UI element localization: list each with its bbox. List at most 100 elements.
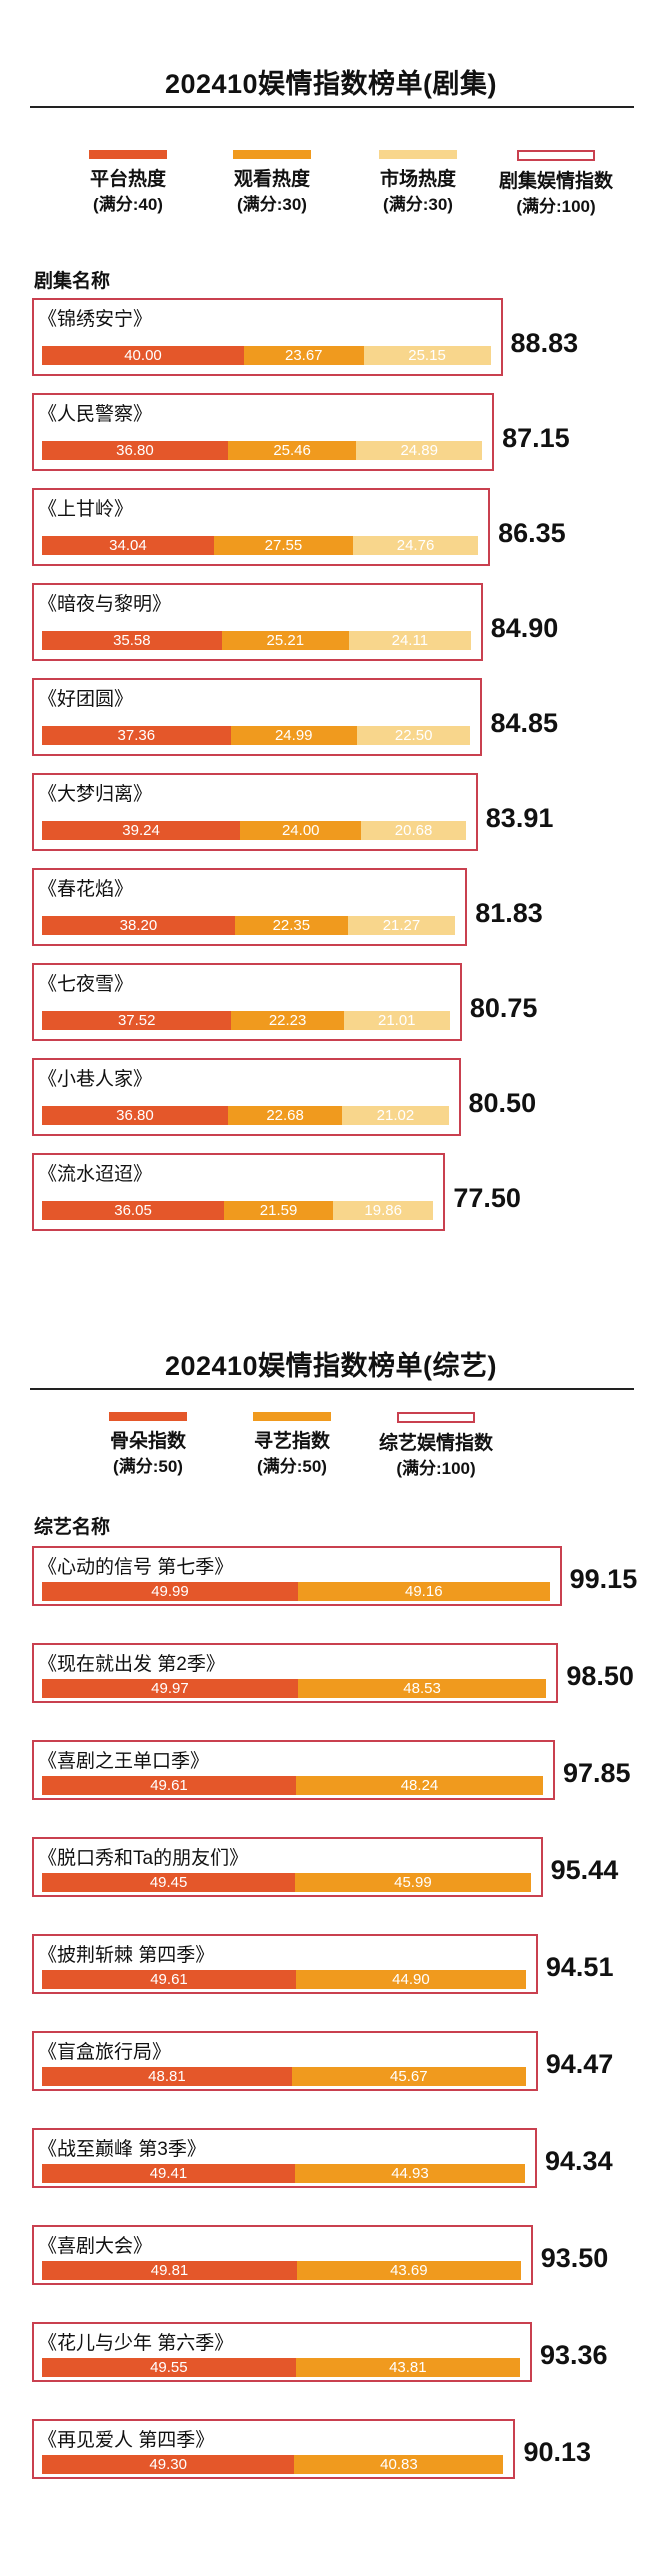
variety-segment-value-label: 48.24 — [400, 1777, 439, 1794]
drama-segment-value-label: 24.99 — [274, 727, 313, 744]
drama-bar-segment-1: 35.58 — [42, 631, 222, 650]
drama-bar-segment-3: 24.76 — [353, 536, 479, 555]
drama-bar-segment-2: 24.99 — [230, 726, 357, 745]
drama-row-box — [32, 773, 478, 851]
variety-segment-value-label: 44.93 — [391, 2165, 429, 2182]
drama-bar-segment-1: 40.00 — [42, 346, 244, 365]
variety-segment-value-label: 45.67 — [390, 2068, 428, 2085]
variety-stacked-bar: 49.81 43.69 — [42, 2261, 521, 2280]
drama-bar-segment-1: 39.24 — [42, 821, 241, 840]
drama-bar-segment-2: 22.23 — [231, 1011, 344, 1030]
variety-stacked-bar: 49.30 40.83 — [42, 2455, 504, 2474]
variety-segment-value-label: 45.99 — [394, 1874, 432, 1891]
drama-bar-segment-3: 25.15 — [363, 346, 491, 365]
drama-row-box — [32, 393, 495, 471]
variety-stacked-bar: 49.97 48.53 — [42, 1679, 547, 1698]
drama-bar-segment-1: 37.36 — [42, 726, 231, 745]
variety-total-value: 95.44 — [550, 1855, 619, 1885]
variety-stacked-bar: 49.55 43.81 — [42, 2358, 520, 2377]
variety-bar-segment-2: 44.90 — [296, 1970, 526, 1989]
drama-segment-value-label: 22.23 — [268, 1012, 307, 1029]
variety-bar-segment-1: 49.99 — [42, 1582, 298, 1601]
drama-segment-value-label: 24.89 — [400, 442, 438, 459]
drama-legend-name: 市场热度 — [379, 169, 456, 190]
drama-bar-segment-1: 36.05 — [42, 1201, 225, 1220]
variety-row-label: 《心动的信号 第七季》 — [38, 1557, 234, 1578]
drama-segment-value-label: 38.20 — [119, 917, 158, 934]
variety-row-label: 《现在就出发 第2季》 — [38, 1654, 225, 1675]
drama-segment-value-label: 34.04 — [109, 537, 147, 554]
drama-bar-segment-3: 21.27 — [347, 916, 456, 935]
variety-row-box — [32, 1934, 538, 1994]
drama-stacked-bar: 37.52 22.23 21.01 — [42, 1011, 450, 1030]
drama-stacked-bar: 39.24 24.00 20.68 — [42, 821, 466, 840]
variety-stacked-bar: 49.61 48.24 — [42, 1776, 543, 1795]
variety-segment-value-label: 48.53 — [403, 1680, 441, 1697]
variety-legend-item: 综艺娱情指数 (满分:100) — [371, 1412, 501, 1481]
drama-total-value: 80.75 — [469, 993, 538, 1023]
variety-bar-segment-1: 49.61 — [42, 1970, 296, 1989]
variety-segment-value-label: 49.55 — [150, 2359, 188, 2376]
variety-total-value: 98.50 — [566, 1661, 634, 1691]
drama-bar-segment-1: 34.04 — [42, 536, 214, 555]
drama-bar-segment-2: 22.68 — [227, 1106, 343, 1125]
drama-chart-title: 202410娱情指数榜单(剧集) — [164, 69, 498, 99]
drama-row-box — [32, 868, 468, 946]
drama-total-value: 87.15 — [502, 423, 570, 453]
variety-legend-swatch — [109, 1412, 187, 1421]
drama-segment-value-label: 25.21 — [266, 632, 305, 649]
drama-legend-sub: (满分:30) — [383, 195, 453, 214]
variety-total-value: 90.13 — [523, 2437, 592, 2467]
drama-stacked-bar: 36.80 22.68 21.02 — [42, 1106, 449, 1125]
drama-bar-segment-1: 36.80 — [42, 441, 228, 460]
drama-stacked-bar: 37.36 24.99 22.50 — [42, 726, 471, 745]
drama-legend-item: 平台热度 (满分:40) — [63, 150, 193, 217]
variety-row-box — [32, 2322, 532, 2382]
drama-legend-swatch — [233, 150, 311, 159]
drama-row-box — [32, 678, 483, 756]
variety-total-value: 93.50 — [540, 2243, 609, 2273]
drama-row-label: 《大梦归离》 — [38, 784, 153, 805]
drama-total-value: 86.35 — [498, 518, 566, 548]
variety-legend-sub: (满分:50) — [257, 1457, 327, 1476]
drama-segment-value-label: 40.00 — [124, 347, 162, 364]
drama-total-value: 81.83 — [475, 898, 543, 928]
drama-stacked-bar: 34.04 27.55 24.76 — [42, 536, 479, 555]
variety-segment-value-label: 49.81 — [150, 2262, 189, 2279]
drama-segment-value-label: 23.67 — [284, 347, 323, 364]
variety-bar-segment-1: 49.55 — [42, 2358, 296, 2377]
drama-row-box — [32, 583, 483, 661]
variety-row-box — [32, 2419, 516, 2479]
variety-segment-value-label: 43.81 — [389, 2359, 427, 2376]
drama-legend-name: 平台热度 — [89, 169, 166, 190]
variety-bar-segment-2: 45.99 — [295, 1873, 531, 1892]
drama-segment-value-label: 21.59 — [259, 1202, 298, 1219]
drama-row-label: 《锦绣安宁》 — [38, 309, 153, 330]
drama-row-box — [32, 1153, 446, 1231]
variety-legend-swatch — [397, 1412, 475, 1423]
drama-row-label: 《春花焰》 — [38, 879, 134, 900]
variety-row-label: 《喜剧之王单口季》 — [38, 1751, 210, 1772]
variety-segment-value-label: 49.99 — [151, 1583, 189, 1600]
variety-row-box — [32, 1643, 559, 1703]
variety-row-label: 《再见爱人 第四季》 — [38, 2430, 215, 2451]
variety-segment-value-label: 49.61 — [150, 1777, 188, 1794]
variety-row-box — [32, 1546, 562, 1606]
variety-row-label: 《战至巅峰 第3季》 — [38, 2139, 206, 2160]
variety-bar-segment-1: 49.41 — [42, 2164, 295, 2183]
variety-bar-segment-2: 40.83 — [294, 2455, 504, 2474]
variety-bar-segment-2: 49.16 — [297, 1582, 550, 1601]
drama-segment-value-label: 24.76 — [396, 537, 435, 554]
drama-segment-value-label: 21.27 — [382, 917, 421, 934]
drama-segment-value-label: 36.05 — [114, 1202, 152, 1219]
variety-stacked-bar: 49.41 44.93 — [42, 2164, 525, 2183]
variety-legend-name: 骨朵指数 — [109, 1431, 186, 1452]
variety-total-value: 93.36 — [540, 2340, 608, 2370]
variety-row-box — [32, 1837, 543, 1897]
drama-bar-segment-2: 25.46 — [227, 441, 357, 460]
variety-bar-segment-2: 43.81 — [295, 2358, 520, 2377]
variety-segment-value-label: 49.61 — [150, 1971, 188, 1988]
drama-row-label: 《上甘岭》 — [38, 499, 134, 520]
variety-segment-value-label: 49.16 — [405, 1583, 443, 1600]
drama-segment-value-label: 35.58 — [113, 632, 151, 649]
